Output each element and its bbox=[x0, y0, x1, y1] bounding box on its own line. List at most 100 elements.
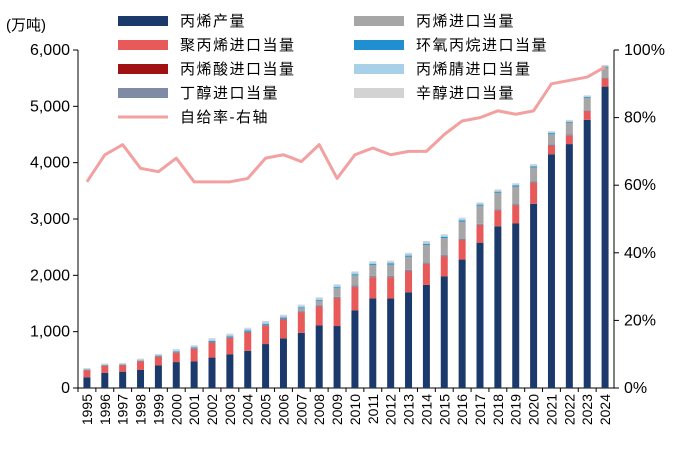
bar-segment bbox=[209, 341, 216, 342]
bar-segment bbox=[584, 95, 591, 96]
bar-segment bbox=[387, 298, 394, 388]
bar-segment bbox=[584, 97, 591, 98]
bar-segment bbox=[477, 204, 484, 205]
bar-segment bbox=[226, 337, 233, 338]
bar-segment bbox=[155, 354, 162, 355]
bar-segment bbox=[262, 324, 269, 325]
legend-label: 自给率-右轴 bbox=[180, 109, 269, 126]
bar-segment bbox=[226, 336, 233, 337]
bar-segment bbox=[351, 274, 358, 275]
left-axis-unit-label: (万吨) bbox=[6, 17, 46, 34]
bar-segment bbox=[369, 261, 376, 262]
x-axis-tick-label: 2004 bbox=[240, 394, 256, 425]
bar-segment bbox=[584, 96, 591, 97]
bar-segment bbox=[548, 134, 555, 144]
x-axis-tick-label: 2016 bbox=[454, 394, 470, 425]
legend-label: 丙烯产量 bbox=[180, 13, 246, 30]
bar-segment bbox=[101, 366, 108, 373]
bar-segment bbox=[459, 218, 466, 219]
bar-segment bbox=[155, 356, 162, 357]
bar-segment bbox=[244, 351, 251, 388]
right-axis-tick-label: 100% bbox=[624, 42, 665, 59]
bar-segment bbox=[494, 191, 501, 192]
legend-label: 丙烯进口当量 bbox=[416, 13, 515, 30]
bar-segment bbox=[602, 79, 609, 87]
bar-segment bbox=[298, 307, 305, 308]
bar-segment bbox=[226, 338, 233, 354]
right-axis-tick-label: 60% bbox=[624, 177, 656, 194]
bar-segment bbox=[298, 306, 305, 308]
bar-segment bbox=[280, 318, 287, 319]
x-axis-tick-label: 2024 bbox=[597, 394, 613, 425]
bar-segment bbox=[244, 333, 251, 351]
bar-segment bbox=[459, 220, 466, 221]
bar-segment bbox=[298, 313, 305, 333]
bar-segment bbox=[316, 300, 323, 301]
bar-segment bbox=[137, 360, 144, 361]
legend-label: 聚丙烯进口当量 bbox=[180, 37, 296, 54]
left-axis-tick-label: 0 bbox=[61, 380, 70, 397]
bar-segment bbox=[441, 257, 448, 277]
bar-segment bbox=[477, 224, 484, 225]
right-axis-tick-label: 0% bbox=[624, 380, 647, 397]
bar-segment bbox=[173, 352, 180, 353]
bar-segment bbox=[530, 204, 537, 388]
bar-segment bbox=[459, 219, 466, 221]
self-sufficiency-line bbox=[87, 67, 605, 182]
bar-segment bbox=[369, 262, 376, 264]
bar-segment bbox=[441, 276, 448, 388]
bar-segment bbox=[423, 264, 430, 285]
bar-segment bbox=[280, 315, 287, 316]
bar-segment bbox=[351, 275, 358, 285]
bar-segment bbox=[566, 135, 573, 136]
bar-segment bbox=[566, 122, 573, 123]
bar-segment bbox=[387, 262, 394, 264]
bar-segment bbox=[316, 305, 323, 306]
bar-segment bbox=[244, 329, 251, 331]
bar-segment bbox=[191, 362, 198, 388]
bar-segment bbox=[137, 359, 144, 360]
bar-segment bbox=[494, 226, 501, 388]
bar-segment bbox=[351, 310, 358, 388]
bars bbox=[83, 65, 608, 388]
bar-segment bbox=[119, 365, 126, 366]
bar-segment bbox=[351, 273, 358, 275]
bar-segment bbox=[226, 354, 233, 388]
bar-segment bbox=[566, 120, 573, 121]
legend-swatch bbox=[354, 16, 404, 26]
bar-segment bbox=[262, 344, 269, 388]
bar-segment bbox=[369, 276, 376, 277]
bar-segment bbox=[423, 244, 430, 245]
bar-segment bbox=[459, 239, 466, 240]
bar-segment bbox=[387, 278, 394, 299]
legend-swatch bbox=[118, 88, 168, 98]
bar-segment bbox=[548, 132, 555, 133]
x-axis-tick-label: 2008 bbox=[311, 394, 327, 425]
bar-segment bbox=[423, 242, 430, 244]
bar-segment bbox=[191, 347, 198, 348]
bar-segment bbox=[262, 325, 269, 326]
bar-segment bbox=[119, 372, 126, 388]
bar-segment bbox=[369, 264, 376, 265]
bar-segment bbox=[584, 110, 591, 111]
bar-segment bbox=[494, 193, 501, 209]
legend-swatch bbox=[118, 40, 168, 50]
bar-segment bbox=[494, 189, 501, 190]
left-axis-tick-label: 5,000 bbox=[30, 98, 70, 115]
bar-segment bbox=[155, 365, 162, 388]
legend-swatch bbox=[118, 16, 168, 26]
bar-segment bbox=[423, 245, 430, 262]
legend-label: 丁醇进口当量 bbox=[180, 85, 279, 102]
bar-segment bbox=[244, 331, 251, 332]
bar-segment bbox=[405, 257, 412, 270]
bar-segment bbox=[101, 373, 108, 388]
bar-segment bbox=[405, 254, 412, 256]
bar-segment bbox=[155, 357, 162, 365]
bar-segment bbox=[405, 271, 412, 292]
bar-segment bbox=[191, 345, 198, 346]
legend-swatch bbox=[118, 64, 168, 74]
bar-segment bbox=[423, 262, 430, 263]
bar-segment bbox=[298, 308, 305, 311]
bar-segment bbox=[83, 370, 90, 371]
x-axis-tick-label: 2019 bbox=[508, 394, 524, 425]
